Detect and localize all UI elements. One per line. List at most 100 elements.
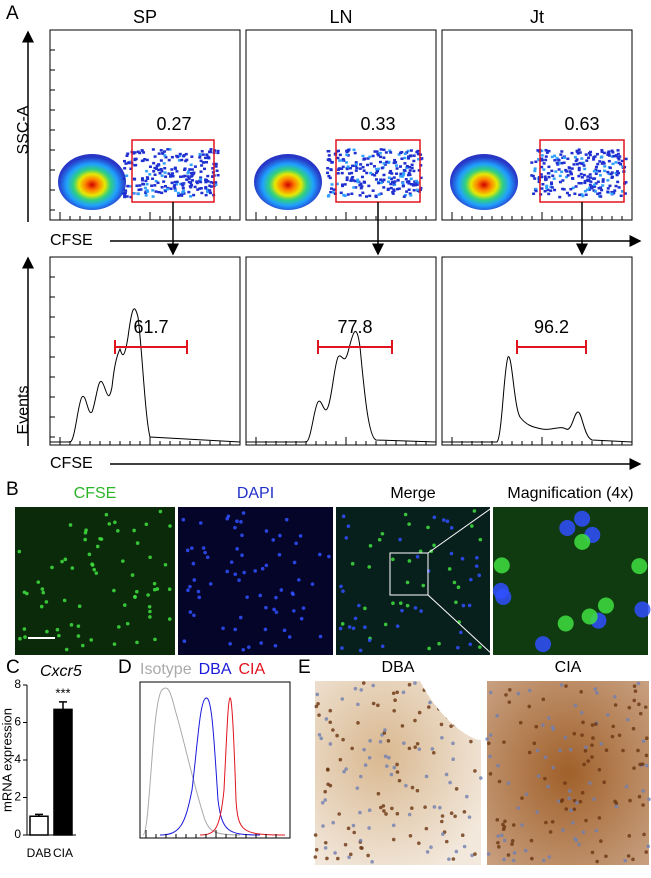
cell xyxy=(395,624,400,628)
nucleus xyxy=(328,783,333,788)
event-dot xyxy=(412,159,416,163)
event-dot xyxy=(355,166,359,170)
event-dot xyxy=(530,174,534,177)
event-dot xyxy=(405,190,409,193)
cell xyxy=(403,512,408,517)
event-dot xyxy=(168,148,172,151)
event-dot xyxy=(170,168,174,171)
event-dot xyxy=(612,191,616,195)
nucleus xyxy=(400,724,405,728)
event-dot xyxy=(589,150,593,154)
event-dot xyxy=(600,150,604,154)
event-dot xyxy=(617,171,621,175)
nucleus xyxy=(614,801,619,806)
nucleus xyxy=(590,723,595,727)
cell xyxy=(246,645,251,649)
event-dot xyxy=(387,176,391,180)
event-dot xyxy=(389,186,393,190)
event-dot xyxy=(579,172,583,176)
event-dot xyxy=(216,151,220,155)
nucleus xyxy=(451,857,456,861)
cell xyxy=(190,546,194,550)
event-dot xyxy=(199,170,203,173)
event-dot xyxy=(148,165,152,168)
event-dot xyxy=(214,165,218,168)
y-label: mRNA expression xyxy=(0,708,14,812)
nucleus xyxy=(413,718,417,723)
event-dot xyxy=(594,165,598,169)
event-dot xyxy=(379,178,383,181)
event-dot xyxy=(386,187,390,191)
nucleus xyxy=(588,781,592,785)
event-dot xyxy=(195,180,199,183)
event-dot xyxy=(198,187,202,190)
event-dot xyxy=(569,187,573,191)
nucleus xyxy=(383,728,387,732)
nucleus xyxy=(550,819,555,824)
nucleus xyxy=(358,838,363,843)
nucleus xyxy=(320,800,325,805)
nucleus xyxy=(417,841,421,846)
nucleus xyxy=(595,691,599,695)
cell xyxy=(278,533,282,538)
nucleus xyxy=(511,823,516,827)
y-tick-label: 4 xyxy=(14,752,21,766)
cell xyxy=(298,534,303,538)
event-dot xyxy=(402,195,406,198)
event-dot xyxy=(173,180,177,184)
nucleus xyxy=(376,703,380,708)
event-dot xyxy=(600,188,604,192)
x-tick-label: CIA xyxy=(53,846,73,860)
cell xyxy=(338,626,343,631)
dba-curve xyxy=(159,697,261,836)
nucleus xyxy=(451,757,455,762)
event-dot xyxy=(141,182,145,186)
event-dot xyxy=(199,178,203,181)
nucleus xyxy=(610,734,615,739)
event-dot xyxy=(163,184,167,188)
nucleus xyxy=(314,847,319,852)
nucleus xyxy=(378,805,383,810)
nucleus xyxy=(564,684,568,688)
nucleus xyxy=(326,768,330,772)
cell xyxy=(478,537,483,542)
event-dot xyxy=(410,166,414,170)
cell xyxy=(445,519,450,523)
event-dot xyxy=(181,191,185,194)
cell xyxy=(113,520,117,525)
event-dot xyxy=(534,187,538,191)
event-dot xyxy=(403,156,407,160)
gate-percent: 0.27 xyxy=(156,114,191,134)
nucleus xyxy=(516,806,521,810)
nucleus xyxy=(488,754,492,759)
cell xyxy=(191,561,196,566)
nucleus xyxy=(393,698,397,702)
nucleus xyxy=(368,738,372,743)
event-dot xyxy=(126,152,130,155)
nucleus xyxy=(497,845,501,849)
event-dot xyxy=(145,182,149,186)
cell xyxy=(233,627,238,632)
event-dot xyxy=(352,148,356,152)
event-dot xyxy=(599,195,603,198)
micrograph xyxy=(336,507,490,655)
event-dot xyxy=(390,180,394,184)
event-dot xyxy=(614,154,618,158)
cell xyxy=(228,642,232,646)
event-dot xyxy=(395,187,399,191)
event-dot xyxy=(198,156,202,159)
event-dot xyxy=(209,148,213,151)
event-dot xyxy=(167,172,171,175)
event-dot xyxy=(407,171,411,175)
nucleus xyxy=(415,742,420,746)
event-dot xyxy=(137,188,141,192)
x-tick-label: DAB xyxy=(27,846,52,860)
cell xyxy=(405,580,410,585)
nucleus xyxy=(633,689,638,693)
event-dot xyxy=(382,186,386,189)
event-dot xyxy=(540,149,544,153)
cell xyxy=(340,646,344,650)
histogram-curve xyxy=(50,308,241,443)
nucleus xyxy=(579,710,584,715)
